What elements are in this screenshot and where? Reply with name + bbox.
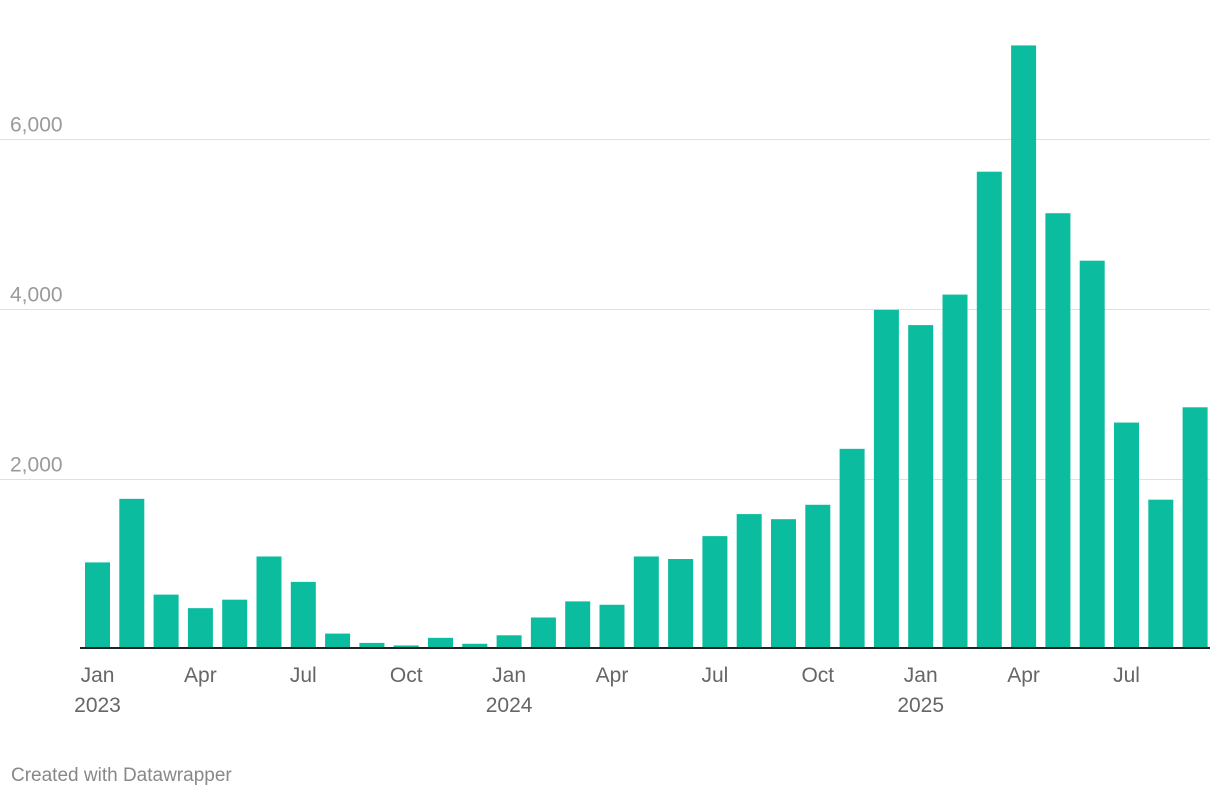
bar-jan-2025: [908, 325, 934, 648]
bar-dec-2024: [873, 309, 899, 648]
bar-feb-2025: [942, 294, 968, 648]
bar-feb-2024: [530, 617, 556, 648]
bar-mar-2023: [153, 594, 179, 648]
x-tick-label: Oct: [390, 664, 423, 687]
bar-jun-2025: [1079, 260, 1105, 648]
bar-sep-2025: [1182, 407, 1208, 648]
x-tick-label: Apr: [1007, 664, 1040, 687]
bar-may-2025: [1045, 213, 1071, 649]
bar-may-2024: [633, 556, 659, 648]
bar-aug-2025: [1148, 499, 1174, 648]
x-tick-label: Jan: [81, 664, 115, 687]
bar-jul-2024: [702, 536, 728, 648]
bar-oct-2023: [393, 645, 419, 648]
bar-apr-2024: [599, 604, 625, 648]
credit-text: Created with Datawrapper: [11, 765, 232, 786]
bar-oct-2024: [805, 504, 831, 648]
bar-aug-2023: [325, 633, 351, 648]
x-tick-label: Apr: [596, 664, 629, 687]
x-tick-year-label: 2025: [897, 694, 944, 717]
gridlines: [0, 139, 1210, 480]
bar-jun-2024: [668, 559, 694, 648]
bar-apr-2025: [1011, 45, 1037, 649]
x-tick-label: Jan: [492, 664, 526, 687]
bar-jul-2023: [290, 581, 316, 648]
bars: [85, 45, 1208, 649]
x-tick-label: Oct: [801, 664, 834, 687]
bar-aug-2024: [736, 514, 762, 648]
axes: 2,000 4,000 6,000 Jan 2023 Apr Jul Oct Jan 2024 Ap…: [10, 114, 1210, 717]
x-tick-label: Apr: [184, 664, 217, 687]
bar-mar-2025: [976, 171, 1002, 648]
bar-may-2023: [222, 599, 248, 648]
bar-apr-2023: [187, 608, 213, 648]
bar-nov-2024: [839, 448, 865, 648]
bar-nov-2023: [428, 637, 453, 648]
x-tick-label: Jan: [904, 664, 938, 687]
bar-jul-2025: [1114, 422, 1139, 648]
x-tick-year-label: 2024: [486, 694, 533, 717]
y-tick-label: 6,000: [10, 114, 63, 137]
x-tick-year-label: 2023: [74, 694, 121, 717]
bar-sep-2024: [771, 519, 796, 648]
bar-jan-2023: [85, 562, 110, 648]
bar-feb-2023: [119, 498, 145, 648]
x-tick-label: Jul: [290, 664, 317, 687]
bar-jun-2023: [256, 556, 282, 648]
bar-dec-2023: [462, 643, 488, 648]
y-tick-label: 4,000: [10, 284, 63, 307]
x-tick-label: Jul: [701, 664, 728, 687]
y-tick-label: 2,000: [10, 454, 63, 477]
bar-jan-2024: [496, 635, 522, 648]
x-tick-label: Jul: [1113, 664, 1140, 687]
bar-sep-2023: [359, 642, 385, 648]
bar-mar-2024: [565, 601, 591, 648]
